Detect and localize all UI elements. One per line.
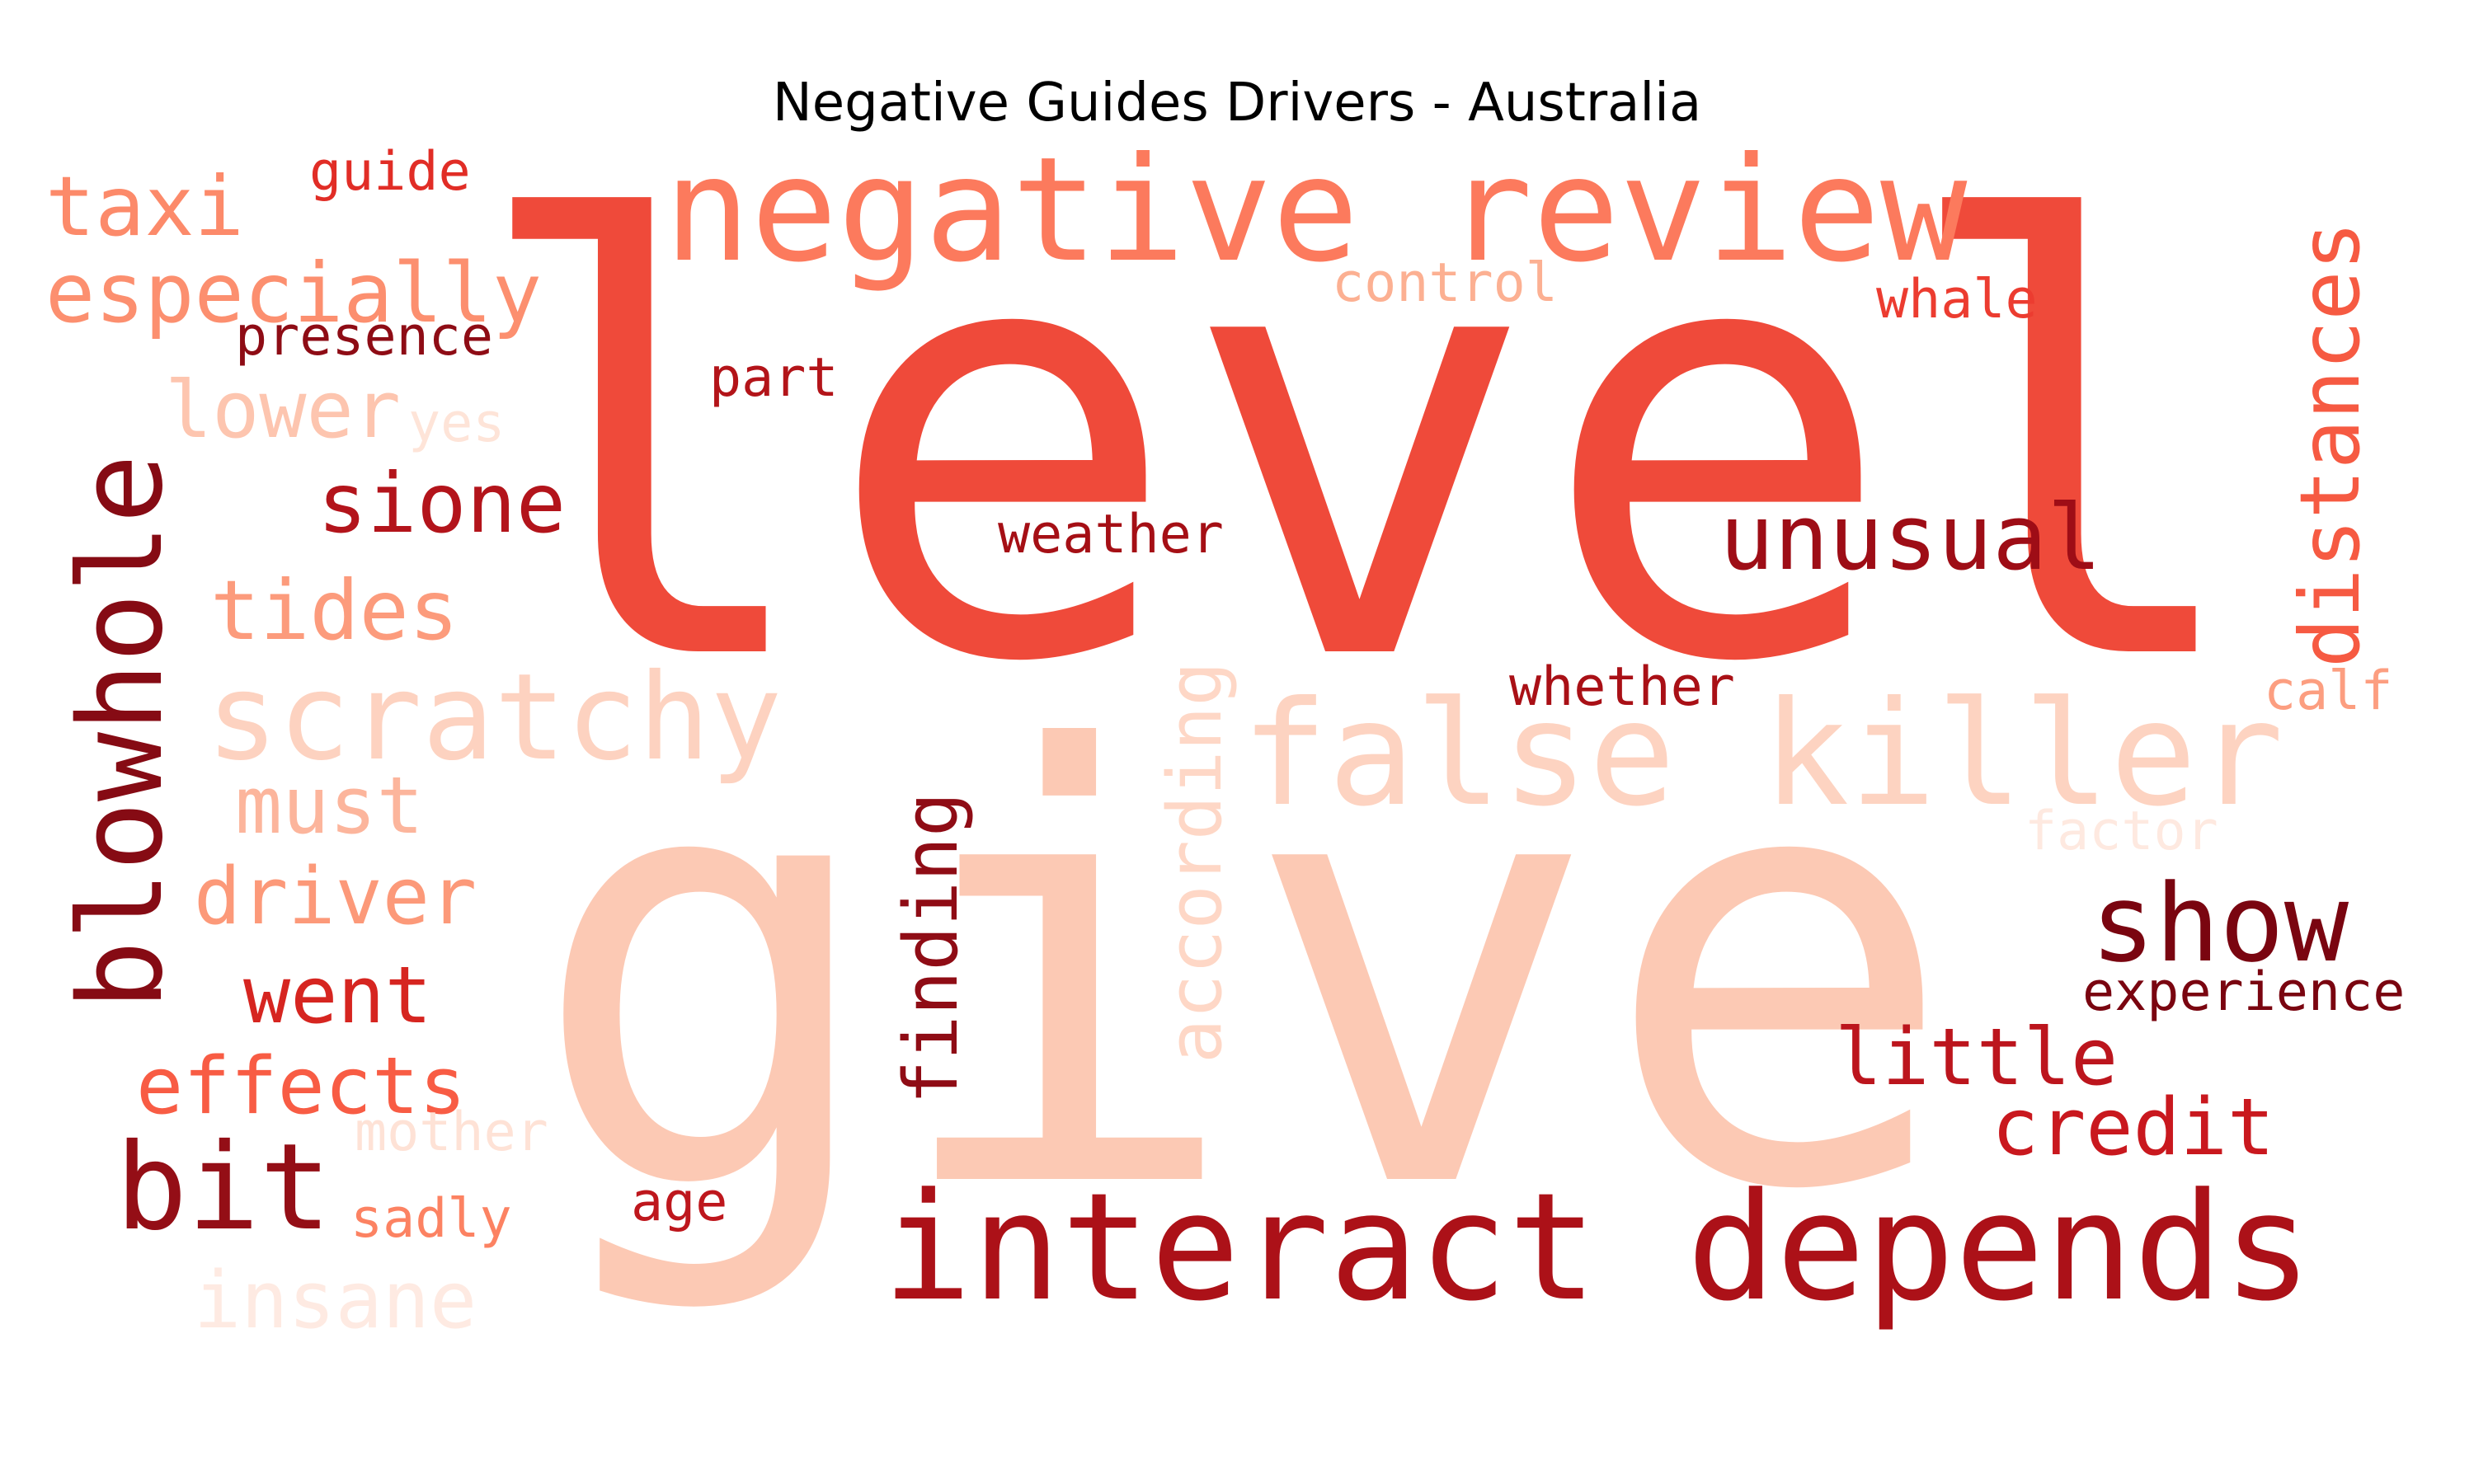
- word-control: control: [1332, 252, 1558, 314]
- word-unusual: unusual: [1719, 485, 2102, 590]
- word-finding: finding: [888, 792, 975, 1105]
- word-give: give: [528, 628, 1958, 1319]
- word-tides: tides: [210, 562, 459, 659]
- word-especially: especially: [45, 245, 542, 341]
- word-whale: whale: [1876, 269, 2038, 331]
- word-distances: distances: [2282, 221, 2378, 668]
- word-level: level: [466, 101, 2253, 791]
- word-factor: factor: [2025, 801, 2218, 862]
- word-age: age: [631, 1172, 727, 1233]
- word-mother: mother: [355, 1101, 548, 1163]
- word-bit: bit: [115, 1118, 332, 1257]
- word-experience: experience: [2082, 961, 2405, 1023]
- word-scratchy: scratchy: [206, 648, 782, 787]
- word-part: part: [709, 347, 839, 409]
- word-yes: yes: [408, 392, 505, 454]
- word-sione: sione: [317, 455, 566, 552]
- word-guide: guide: [309, 141, 471, 203]
- word-interact-depends: interact depends: [882, 1162, 2312, 1334]
- word-show: show: [2091, 861, 2349, 986]
- word-credit: credit: [1992, 1082, 2274, 1173]
- word-weather: weather: [998, 504, 1224, 566]
- word-sadly: sadly: [350, 1188, 512, 1250]
- word-whether: whether: [1509, 656, 1735, 718]
- word-lower: lower: [165, 365, 401, 456]
- word-insane: insane: [194, 1256, 477, 1346]
- word-taxi: taxi: [45, 158, 244, 255]
- word-false-killer: false killer: [1241, 671, 2284, 838]
- word-little: little: [1835, 1012, 2118, 1103]
- word-calf: calf: [2264, 660, 2393, 722]
- word-must: must: [235, 761, 424, 852]
- word-according: according: [1152, 661, 1239, 1064]
- word-went: went: [243, 951, 432, 1041]
- word-negative-review: negative review: [664, 127, 1968, 294]
- word-presence: presence: [235, 306, 493, 368]
- word-blowhole: blowhole: [54, 454, 189, 1010]
- word-driver: driver: [194, 852, 477, 942]
- word-effects: effects: [136, 1041, 466, 1132]
- chart-title: Negative Guides Drivers - Australia: [772, 73, 1702, 134]
